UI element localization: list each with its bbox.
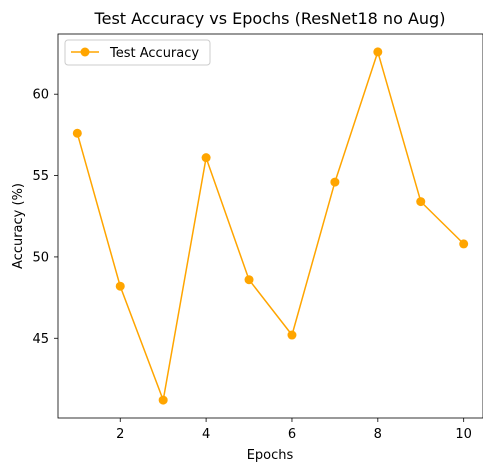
x-tick-label: 6 xyxy=(288,427,296,442)
data-point xyxy=(244,275,254,285)
x-axis-label: Epochs xyxy=(247,448,294,463)
x-tick-label: 8 xyxy=(374,427,382,442)
chart-title: Test Accuracy vs Epochs (ResNet18 no Aug… xyxy=(94,9,446,28)
legend-marker-sample xyxy=(80,47,90,57)
y-tick-label: 50 xyxy=(32,250,49,265)
data-point xyxy=(416,197,426,207)
data-point xyxy=(115,281,125,291)
x-tick-label: 4 xyxy=(202,427,210,442)
x-axis-ticks: 2 4 6 8 10 xyxy=(116,418,472,442)
legend-box xyxy=(64,39,211,66)
legend: Test Accuracy xyxy=(64,39,211,66)
series-layer xyxy=(72,47,469,405)
data-point xyxy=(72,128,82,138)
data-point xyxy=(373,47,383,57)
legend-label: Test Accuracy xyxy=(109,46,199,61)
y-tick-label: 55 xyxy=(32,169,49,184)
y-tick-label: 45 xyxy=(32,332,49,347)
data-point xyxy=(287,330,297,340)
data-point xyxy=(201,153,211,163)
data-point xyxy=(459,239,469,249)
series-line xyxy=(76,51,465,401)
y-axis-ticks: 45 50 55 60 xyxy=(32,88,58,347)
x-tick-label: 2 xyxy=(116,427,124,442)
x-tick-label: 10 xyxy=(455,427,472,442)
data-point xyxy=(158,395,168,405)
data-point xyxy=(330,177,340,187)
y-axis-label: Accuracy (%) xyxy=(11,183,26,269)
y-tick-label: 60 xyxy=(32,88,49,103)
plot-area-frame xyxy=(57,33,483,419)
